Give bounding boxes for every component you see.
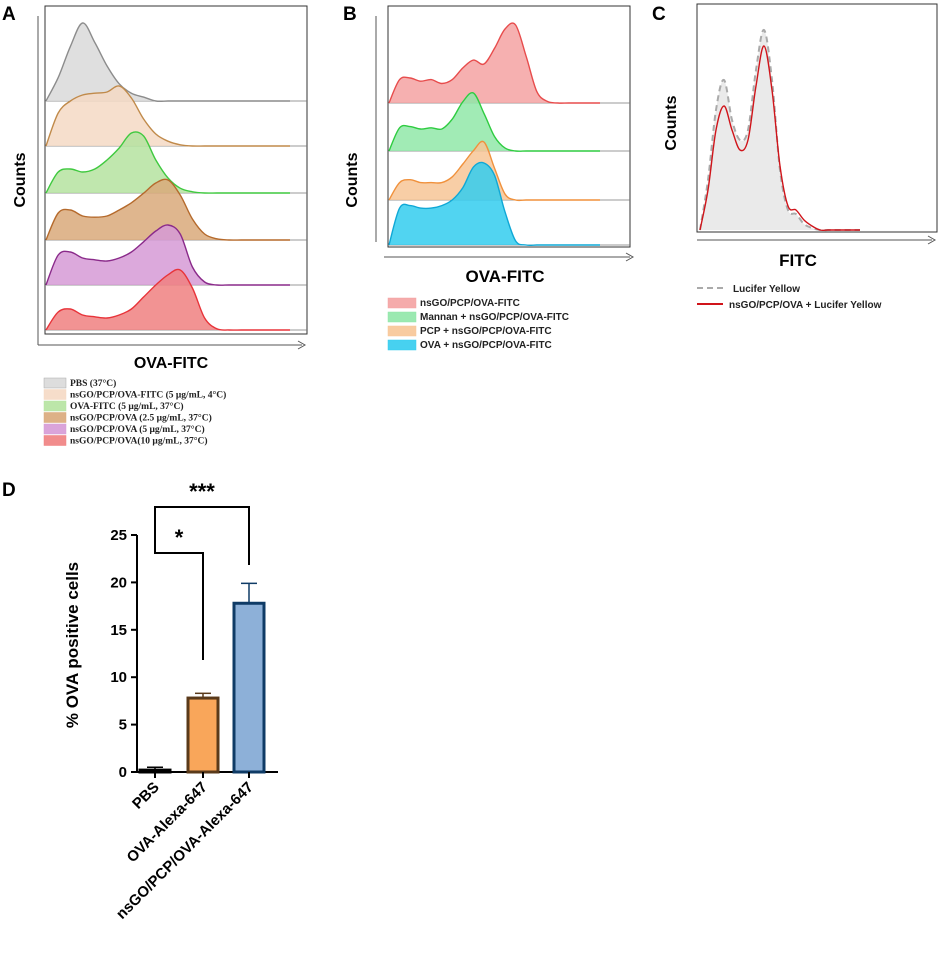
panel-a-legend-label: PBS (37°C) <box>70 378 116 389</box>
panel-a-series-3 <box>45 178 290 241</box>
panel-b-series-1-fill <box>389 92 600 152</box>
panel-b-series-2-fill <box>389 141 600 201</box>
panel-d-y-tick-label: 10 <box>110 669 127 686</box>
panel-label-a: A <box>2 4 16 25</box>
panel-d-significance-label: *** <box>189 479 215 504</box>
panel-a-legend-swatch <box>43 377 67 389</box>
panel-a-legend-swatch <box>43 400 67 412</box>
panel-b-legend-label: nsGO/PCP/OVA-FITC <box>420 298 520 309</box>
panel-b-series-1 <box>388 91 600 152</box>
panel-a-series-1 <box>45 85 290 147</box>
panel-a-series-4-fill <box>46 224 290 286</box>
panel-d-bar-1 <box>186 696 220 774</box>
panel-a-series-5-fill <box>46 269 290 331</box>
panel-d-bar-chart: 0510152025PBSOVA-Alexa-647nsGO/PCP/OVA-A… <box>110 479 278 923</box>
panel-a-legend: PBS (37°C)nsGO/PCP/OVA-FITC (5 μg/mL, 4°… <box>43 377 226 447</box>
panel-a-series-4 <box>45 224 290 286</box>
panel-a-series-3-fill <box>46 179 290 241</box>
panel-b-legend-swatch <box>387 311 417 323</box>
panel-b-y-label: Counts <box>344 152 361 207</box>
panel-c-histograms <box>699 28 860 232</box>
panel-a-series-5 <box>45 268 290 331</box>
panel-a-plot-frame <box>44 5 308 335</box>
panel-a-series-0-fill <box>46 22 290 102</box>
panel-d-y-tick-label: 20 <box>110 574 127 591</box>
panel-a-legend-label: nsGO/PCP/OVA-FITC (5 μg/mL, 4°C) <box>70 390 226 401</box>
panel-a: A OVA-FITC Counts PBS (37°C)nsGO/PCP/OVA… <box>2 4 308 447</box>
panel-b-x-arrow-icon <box>625 252 635 262</box>
panel-d-y-tick-label: 5 <box>119 717 127 734</box>
panel-a-x-label: OVA-FITC <box>134 355 209 372</box>
panel-c-y-label: Counts <box>663 95 680 150</box>
panel-b-series-2 <box>388 140 600 202</box>
panel-a-legend-swatch <box>43 423 67 435</box>
panel-b-series-3 <box>388 161 600 247</box>
panel-b-legend-swatch <box>387 297 417 309</box>
panel-c-plot-frame <box>696 3 938 233</box>
panel-b: B OVA-FITC Counts nsGO/PCP/OVA-FITC Manna… <box>343 4 635 351</box>
panel-d-bar-0 <box>138 768 172 774</box>
panel-a-legend-label: nsGO/PCP/OVA (2.5 μg/mL, 37°C) <box>70 413 212 424</box>
panel-b-legend-swatch <box>387 325 417 337</box>
panel-c-legend-label: Lucifer Yellow <box>733 284 800 295</box>
panel-b-x-label: OVA-FITC <box>465 267 544 286</box>
panel-a-legend-label: OVA-FITC (5 μg/mL, 37°C) <box>70 401 184 412</box>
panel-a-series-2 <box>45 131 290 194</box>
panel-d-category-label-0: PBS <box>129 779 163 813</box>
panel-label-d: D <box>2 480 16 501</box>
panel-d-significance-bracket <box>154 548 204 660</box>
panel-d-bar-2 <box>232 601 266 774</box>
panel-b-series-3-fill <box>389 162 600 246</box>
panel-label-b: B <box>343 4 357 25</box>
panel-a-x-arrow-icon <box>297 340 307 350</box>
panel-c-series-0-fill <box>700 29 860 231</box>
panel-c-legend: Lucifer Yellow nsGO/PCP/OVA + Lucifer Yel… <box>697 284 882 311</box>
panel-a-series-2-fill <box>46 131 290 194</box>
panel-a-series-0 <box>45 22 290 103</box>
panel-b-series-0 <box>388 22 600 104</box>
panel-d-significance-bracket <box>154 506 250 565</box>
panel-d-significance-label: * <box>175 525 184 550</box>
panel-d-y-label: % OVA positive cells <box>63 562 82 728</box>
panel-d-y-tick-label: 25 <box>110 527 127 544</box>
panel-a-y-label: Counts <box>12 152 29 207</box>
panel-a-legend-swatch <box>43 389 67 400</box>
panel-b-legend-label: OVA + nsGO/PCP/OVA-FITC <box>420 340 552 351</box>
panel-a-histograms <box>45 22 307 331</box>
panel-a-legend-swatch <box>43 435 67 446</box>
panel-b-legend-label: Mannan + nsGO/PCP/OVA-FITC <box>420 312 569 323</box>
panel-c: C FITC Counts Lucifer Yellow nsGO/PCP/OVA… <box>652 3 938 311</box>
panel-d: D % OVA positive cells 0510152025PBSOVA-… <box>2 479 278 923</box>
panel-b-legend: nsGO/PCP/OVA-FITC Mannan + nsGO/PCP/OVA-F… <box>387 297 569 351</box>
panel-b-plot-frame <box>387 5 631 248</box>
panel-c-x-label: FITC <box>779 251 817 270</box>
panel-c-x-arrow-icon <box>927 235 937 245</box>
panel-d-y-tick-label: 0 <box>119 764 127 781</box>
panel-a-legend-swatch <box>43 412 67 423</box>
panel-a-legend-label: nsGO/PCP/OVA(10 μg/mL, 37°C) <box>70 436 208 447</box>
panel-c-series-1 <box>699 45 860 232</box>
panel-b-legend-swatch <box>387 339 417 351</box>
panel-a-series-1-fill <box>46 85 290 147</box>
panel-label-c: C <box>652 4 666 25</box>
panel-a-legend-label: nsGO/PCP/OVA (5 μg/mL, 37°C) <box>70 424 205 435</box>
panel-d-y-tick-label: 15 <box>110 622 127 639</box>
panel-b-histograms <box>388 22 630 247</box>
panel-b-legend-label: PCP + nsGO/PCP/OVA-FITC <box>420 326 552 337</box>
panel-b-series-0-fill <box>389 23 600 104</box>
panel-c-legend-label: nsGO/PCP/OVA + Lucifer Yellow <box>729 300 882 311</box>
